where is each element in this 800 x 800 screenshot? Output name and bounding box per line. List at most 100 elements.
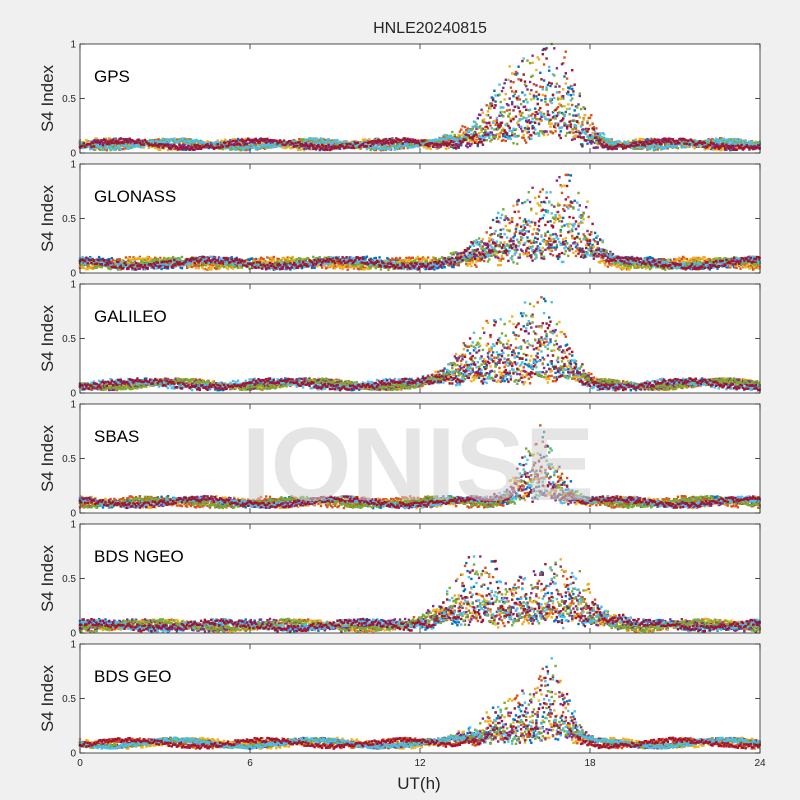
data-point — [191, 139, 194, 142]
data-point — [701, 142, 704, 145]
data-point — [653, 138, 657, 141]
data-point — [272, 141, 275, 145]
data-point — [722, 144, 726, 147]
data-point — [532, 83, 536, 86]
data-point — [398, 256, 402, 260]
data-point — [361, 143, 365, 146]
data-point — [286, 141, 289, 144]
data-point — [579, 143, 583, 146]
data-point — [553, 96, 556, 100]
data-point — [681, 138, 685, 142]
data-point — [585, 130, 588, 133]
data-point — [489, 107, 492, 110]
data-point — [270, 143, 273, 146]
data-point — [567, 90, 570, 93]
data-point — [625, 145, 629, 148]
data-point — [242, 141, 245, 144]
data-point — [498, 93, 501, 96]
data-point — [662, 137, 666, 140]
data-point — [590, 136, 593, 139]
data-point — [587, 135, 590, 139]
data-point — [601, 139, 604, 142]
data-point — [318, 145, 321, 148]
data-point — [604, 142, 607, 145]
data-point — [321, 139, 324, 143]
data-point — [336, 145, 339, 148]
data-point — [477, 141, 481, 144]
data-point — [468, 144, 472, 148]
data-point — [458, 139, 462, 143]
data-point — [106, 147, 110, 150]
data-point — [407, 139, 411, 142]
data-point — [595, 141, 598, 144]
data-point — [90, 145, 93, 149]
data-point — [559, 97, 562, 101]
data-point — [453, 133, 456, 137]
data-point — [569, 123, 573, 126]
data-point — [484, 133, 487, 136]
data-point — [347, 143, 351, 147]
data-point — [279, 139, 282, 142]
data-point — [720, 139, 723, 142]
data-point — [112, 146, 115, 150]
data-point — [665, 145, 668, 149]
data-point — [484, 132, 487, 135]
data-point — [551, 73, 555, 76]
data-point — [208, 143, 212, 146]
data-point — [179, 145, 182, 149]
data-point — [180, 267, 184, 270]
data-point — [425, 143, 428, 146]
data-point — [697, 144, 700, 147]
data-point — [108, 138, 111, 141]
data-point — [198, 141, 201, 144]
data-point — [474, 135, 477, 139]
data-point — [317, 142, 320, 145]
data-point — [581, 253, 584, 256]
data-point — [405, 141, 408, 144]
data-point — [642, 138, 645, 141]
data-point — [560, 63, 564, 66]
data-point — [582, 117, 585, 120]
data-point — [588, 116, 592, 120]
data-point — [393, 146, 397, 149]
data-point — [437, 146, 440, 149]
data-point — [657, 141, 661, 144]
data-point — [298, 147, 301, 150]
data-point — [80, 265, 83, 269]
data-point — [495, 121, 499, 124]
data-point — [630, 146, 634, 149]
data-point — [685, 140, 689, 143]
data-point — [296, 148, 300, 152]
data-point — [454, 136, 458, 139]
data-point — [169, 138, 172, 142]
data-point — [549, 220, 552, 223]
data-point — [280, 145, 283, 148]
data-point — [735, 138, 738, 141]
data-point — [466, 134, 469, 137]
data-point — [231, 146, 235, 149]
data-point — [114, 148, 117, 151]
data-point — [526, 120, 529, 124]
data-point — [618, 140, 621, 143]
data-point — [119, 139, 122, 142]
data-point — [438, 143, 441, 146]
data-point — [729, 139, 732, 142]
data-point — [750, 140, 754, 144]
data-point — [568, 113, 571, 116]
data-point — [556, 96, 560, 99]
data-point — [675, 142, 678, 146]
data-point — [569, 131, 573, 134]
data-point — [554, 248, 557, 251]
data-point — [542, 133, 546, 137]
data-point — [634, 145, 638, 149]
data-point — [299, 140, 302, 144]
data-point — [720, 137, 723, 141]
data-point — [644, 140, 648, 143]
data-point — [535, 90, 538, 94]
data-point — [466, 135, 469, 138]
data-point — [546, 118, 550, 121]
data-point — [171, 144, 175, 147]
data-point — [192, 148, 195, 151]
data-point — [525, 141, 528, 144]
y-axis-label: S4 Index — [38, 64, 57, 132]
